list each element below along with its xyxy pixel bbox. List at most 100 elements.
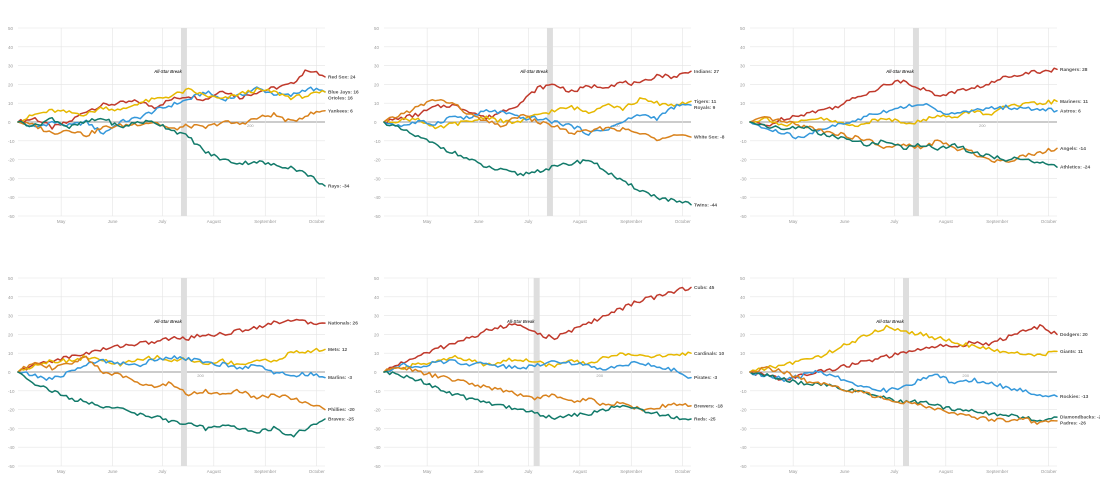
series-line xyxy=(17,109,326,138)
chart-panel-2: 50 40 30 20 10 0 -10 -20 -30 -40 -50 May June July Aug… xyxy=(366,0,732,250)
chart-panel-1: 50 40 30 20 10 0 -10 -20 -30 -40 -50 May June July Aug… xyxy=(0,0,366,250)
y-tick-label: 10 xyxy=(374,101,380,106)
y-tick-label: -40 xyxy=(740,195,747,200)
y-tick-label: 20 xyxy=(374,82,380,87)
y-tick-label: 50 xyxy=(740,276,746,281)
y-tick-label: 0 xyxy=(374,370,377,375)
y-tick-label: 10 xyxy=(8,351,14,356)
series-end-label: Tigers: 11 xyxy=(694,99,717,105)
series-line xyxy=(383,286,692,373)
x-tick-label: July xyxy=(524,469,533,474)
all-star-break-label: All-Star Break xyxy=(885,69,914,74)
line-chart-6: 50 40 30 20 10 0 -10 -20 -30 -40 -50 May June July Aug… xyxy=(740,276,1100,474)
series-line xyxy=(17,355,326,411)
series-line xyxy=(749,102,1058,140)
x-tick-label: May xyxy=(423,469,432,474)
x-tick-label: May xyxy=(789,469,798,474)
y-tick-label: -50 xyxy=(374,214,381,219)
x-tick-label: May xyxy=(423,219,432,224)
y-tick-label: -10 xyxy=(8,389,15,394)
series-line xyxy=(17,318,326,373)
y-tick-label: -30 xyxy=(8,176,15,181)
game-200-label: 200 xyxy=(613,123,620,128)
series-end-label: Rays: -34 xyxy=(328,184,350,190)
y-tick-label: 0 xyxy=(740,120,743,125)
series-end-label: Padres: -26 xyxy=(1060,421,1086,427)
y-tick-label: 40 xyxy=(740,295,746,300)
y-tick-label: 30 xyxy=(374,314,380,319)
x-tick-label: June xyxy=(108,469,118,474)
y-tick-label: -40 xyxy=(374,195,381,200)
y-tick-label: -20 xyxy=(740,408,747,413)
x-tick-label: September xyxy=(986,469,1009,474)
series-end-label: White Sox: -8 xyxy=(694,135,725,141)
series-line xyxy=(749,121,1058,168)
series-line xyxy=(749,67,1058,127)
y-tick-label: -40 xyxy=(8,445,15,450)
series-end-label: Rangers: 28 xyxy=(1060,67,1088,73)
y-tick-label: 40 xyxy=(8,295,14,300)
series-line xyxy=(383,121,692,206)
all-star-break-label: All-Star Break xyxy=(519,69,548,74)
y-tick-label: 20 xyxy=(374,332,380,337)
x-tick-label: June xyxy=(108,219,118,224)
y-tick-label: 20 xyxy=(740,332,746,337)
chart-panel-5: 50 40 30 20 10 0 -10 -20 -30 -40 -50 May June July Aug… xyxy=(366,250,732,500)
all-star-break-label: All-Star Break xyxy=(506,319,535,324)
y-tick-label: 40 xyxy=(8,45,14,50)
x-tick-label: July xyxy=(890,219,899,224)
series-line xyxy=(749,324,1058,373)
y-tick-label: -20 xyxy=(374,408,381,413)
series-end-label: Mariners: 11 xyxy=(1060,99,1088,105)
line-chart-4: 50 40 30 20 10 0 -10 -20 -30 -40 -50 May June July Aug… xyxy=(8,276,358,474)
y-tick-label: 30 xyxy=(740,64,746,69)
series-line xyxy=(383,97,692,130)
y-tick-label: 0 xyxy=(740,370,743,375)
series-end-label: Athletics: -24 xyxy=(1060,165,1090,171)
y-tick-label: 40 xyxy=(374,45,380,50)
y-tick-label: -50 xyxy=(8,214,15,219)
x-tick-label: August xyxy=(573,469,588,474)
all-star-break-band xyxy=(180,28,187,216)
x-tick-label: May xyxy=(57,469,66,474)
y-tick-label: 20 xyxy=(740,82,746,87)
x-tick-label: August xyxy=(573,219,588,224)
y-tick-label: 30 xyxy=(8,64,14,69)
x-tick-label: October xyxy=(675,469,692,474)
series-line xyxy=(17,69,326,130)
y-tick-label: -20 xyxy=(8,158,15,163)
x-tick-label: June xyxy=(474,469,484,474)
series-line xyxy=(749,369,1058,398)
series-end-label: Brewers: -18 xyxy=(694,403,723,409)
series-end-label: Yankees: 6 xyxy=(328,108,353,114)
y-tick-label: 50 xyxy=(374,26,380,31)
x-tick-label: October xyxy=(1041,219,1058,224)
series-end-label: Rockies: -13 xyxy=(1060,394,1089,400)
y-tick-label: -10 xyxy=(374,139,381,144)
y-tick-label: -50 xyxy=(8,464,15,469)
game-200-label: 200 xyxy=(979,123,986,128)
y-tick-label: 40 xyxy=(740,45,746,50)
x-tick-label: July xyxy=(890,469,899,474)
x-tick-label: July xyxy=(158,469,167,474)
x-tick-label: June xyxy=(840,469,850,474)
x-tick-label: October xyxy=(1041,469,1058,474)
y-tick-label: -10 xyxy=(740,389,747,394)
all-star-break-label: All-Star Break xyxy=(153,319,182,324)
game-200-label: 200 xyxy=(596,373,603,378)
x-tick-label: June xyxy=(474,219,484,224)
y-tick-label: 0 xyxy=(374,120,377,125)
y-tick-label: -10 xyxy=(740,139,747,144)
y-tick-label: -30 xyxy=(8,426,15,431)
series-line xyxy=(383,370,692,421)
series-end-label: Phillies: -20 xyxy=(328,407,355,413)
all-star-break-band xyxy=(533,278,540,466)
y-tick-label: -30 xyxy=(374,426,381,431)
all-star-break-label: All-Star Break xyxy=(875,319,904,324)
y-tick-label: 30 xyxy=(740,314,746,319)
series-line xyxy=(749,116,1058,164)
x-tick-label: August xyxy=(939,219,954,224)
x-tick-label: October xyxy=(675,219,692,224)
series-end-label: Astros: 6 xyxy=(1060,108,1081,114)
series-end-label: Reds: -25 xyxy=(694,417,716,423)
